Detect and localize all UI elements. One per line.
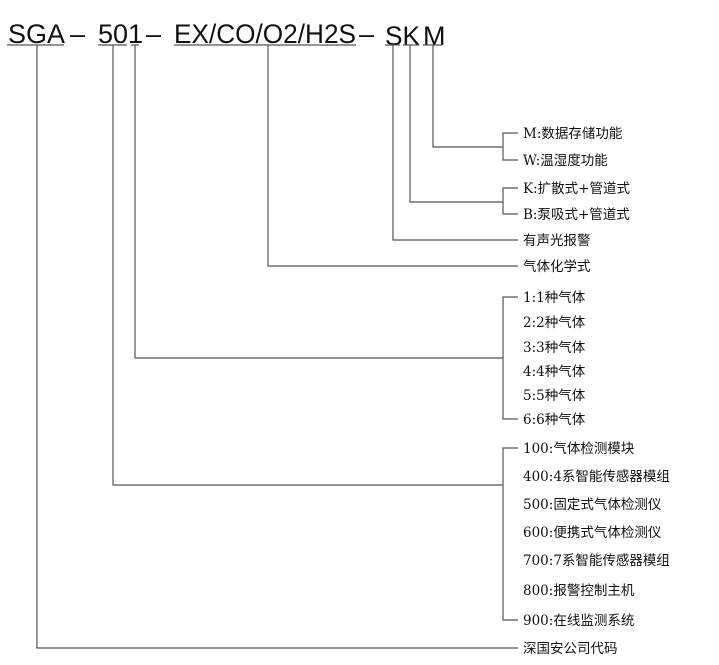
label-alarm: 有声光报警	[523, 233, 591, 249]
label-m-storage: M:数据存储功能	[523, 126, 622, 142]
code-dash-3: –	[359, 19, 374, 49]
code-dash-2: –	[146, 19, 161, 49]
label-series-400: 400:4系智能传感器模组	[523, 468, 670, 485]
label-series-600: 600:便携式气体检测仪	[523, 525, 662, 541]
connector-lines	[36, 45, 518, 649]
code-sk: SK	[385, 21, 420, 51]
code-dash-1: –	[70, 19, 85, 49]
code-sga: SGA	[8, 19, 65, 49]
label-gas-count-2: 2:2种气体	[523, 315, 586, 331]
label-series-700: 700:7系智能传感器模组	[523, 552, 670, 569]
label-company-code: 深国安公司代码	[523, 641, 618, 657]
label-w-humidity: W:温湿度功能	[523, 153, 608, 169]
label-series-100: 100:气体检测模块	[523, 441, 635, 457]
label-series-800: 800:报警控制主机	[523, 583, 635, 599]
label-gas-formula: 气体化学式	[523, 259, 591, 275]
label-k-diffusion: K:扩散式+管道式	[523, 181, 630, 197]
label-gas-count-6: 6:6种气体	[523, 412, 586, 428]
label-gas-count-1: 1:1种气体	[523, 290, 586, 306]
label-gas-count-3: 3:3种气体	[523, 340, 586, 356]
label-series-900: 900:在线监测系统	[523, 613, 634, 629]
label-b-pump: B:泵吸式+管道式	[523, 207, 630, 223]
code-m: M	[423, 21, 446, 51]
label-gas-count-5: 5:5种气体	[523, 388, 586, 404]
label-series-500: 500:固定式气体检测仪	[523, 497, 662, 513]
code-gases: EX/CO/O2/H2S	[174, 19, 356, 49]
code-501: 501	[98, 19, 143, 49]
label-gas-count-4: 4:4种气体	[523, 364, 586, 380]
